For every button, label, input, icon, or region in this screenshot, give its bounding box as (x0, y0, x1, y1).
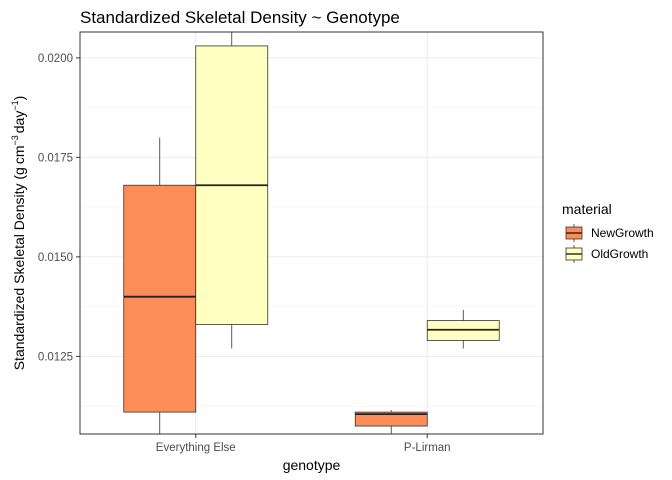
y-axis-title: Standardized Skeletal Density (gcm−3day−… (10, 96, 27, 371)
axis-layer: 0.0125 0.0150 0.0175 0.0200 Everything Else P… (38, 53, 451, 454)
x-axis-title: genotype (283, 457, 341, 473)
box-iqr (123, 184, 197, 413)
legend-title: material (562, 201, 612, 217)
box-layer (123, 32, 500, 434)
legend-item-newgrowth: NewGrowth (565, 224, 654, 242)
legend-label: OldGrowth (591, 247, 648, 261)
y-tick-label: 0.0150 (38, 252, 73, 264)
box-iqr (354, 411, 428, 427)
legend-item-oldgrowth: OldGrowth (565, 245, 648, 263)
y-tick-label: 0.0175 (38, 152, 73, 164)
chart-title: Standardized Skeletal Density ~ Genotype (80, 8, 400, 27)
panel-border (79, 31, 544, 435)
box-newgrowth-0 (123, 137, 197, 434)
y-tick-label: 0.0125 (38, 351, 73, 363)
box-oldgrowth-1 (426, 309, 500, 349)
legend: material NewGrowth OldGrowth (562, 201, 654, 263)
box-newgrowth-1 (354, 410, 428, 434)
x-tick-label: Everything Else (156, 442, 236, 454)
box-oldgrowth-0 (195, 32, 269, 349)
legend-label: NewGrowth (591, 226, 654, 240)
y-tick-label: 0.0200 (38, 53, 73, 65)
x-tick-label: P-Lirman (404, 442, 451, 454)
